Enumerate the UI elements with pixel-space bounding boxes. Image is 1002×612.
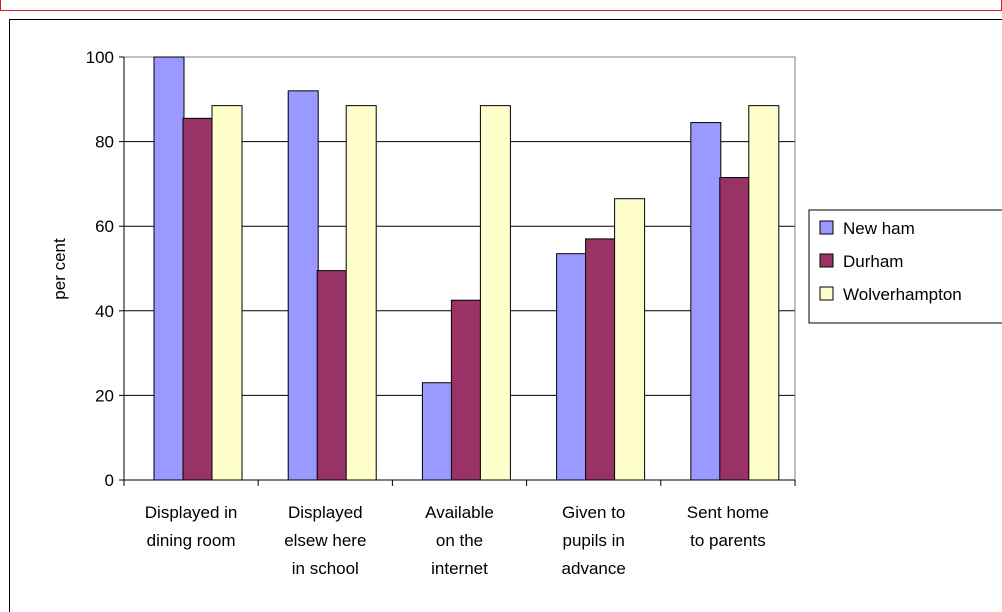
legend-box	[808, 209, 1002, 324]
bar	[614, 198, 646, 481]
bar	[287, 90, 319, 481]
bar	[345, 105, 377, 481]
bar	[585, 238, 617, 481]
x-axis: Displayed in dining room Displayed elsew he…	[123, 479, 796, 578]
bar	[316, 270, 348, 481]
bar	[719, 177, 751, 481]
x-tick-label: Given to pupils in advance	[562, 503, 626, 578]
legend-label: Durham	[843, 252, 903, 271]
y-tick-label: 20	[95, 386, 114, 405]
legend-swatch	[819, 220, 834, 235]
x-tick-label: Displayed elsew here in school	[284, 503, 366, 578]
bar	[421, 382, 453, 481]
bars	[153, 56, 780, 481]
chart-frame	[9, 19, 1002, 612]
bar	[748, 105, 780, 481]
legend: New ham Durham Wolverhampton	[808, 209, 1002, 324]
y-axis-label: per cent	[50, 238, 69, 300]
bar	[450, 299, 482, 481]
x-tick-label: Sent home to parents	[687, 503, 769, 550]
x-tick-label: Displayed in dining room	[145, 503, 238, 550]
y-tick-label: 40	[95, 302, 114, 321]
bar	[479, 105, 511, 481]
x-tick-label: Available on the internet	[425, 503, 494, 578]
bar	[690, 122, 722, 481]
legend-swatch	[819, 286, 834, 301]
y-tick-label: 60	[95, 217, 114, 236]
legend-swatch	[819, 253, 834, 268]
y-axis: 0 20 40 60 80 100	[86, 48, 125, 490]
legend-label: New ham	[843, 219, 915, 238]
y-tick-label: 0	[105, 471, 114, 490]
bar	[182, 117, 214, 481]
bar	[556, 253, 588, 481]
bar	[153, 56, 185, 481]
y-tick-label: 80	[95, 133, 114, 152]
y-tick-label: 100	[86, 48, 114, 67]
legend-label: Wolverhampton	[843, 285, 962, 304]
bar	[211, 105, 243, 481]
